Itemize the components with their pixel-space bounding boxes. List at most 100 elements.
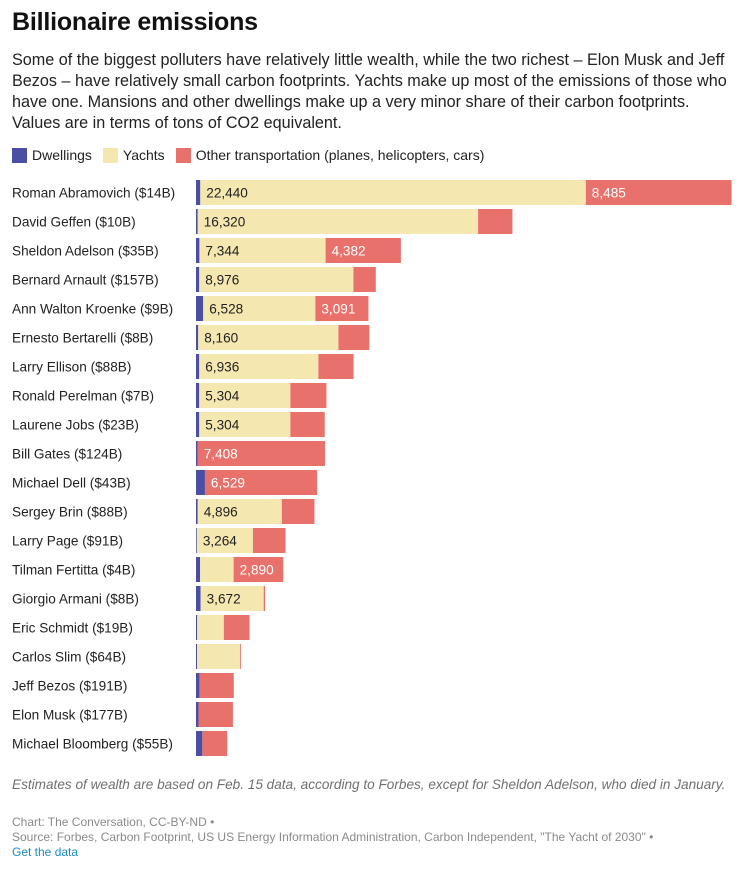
data-label-yachts-david-geffen: 16,320 bbox=[204, 215, 246, 230]
credits: Chart: The Conversation, CC-BY-ND • Sour… bbox=[12, 815, 740, 860]
bar-yachts-david-geffen bbox=[197, 209, 479, 234]
category-label-ernesto-bertarelli: Ernesto Bertarelli ($8B) bbox=[12, 331, 153, 346]
bar-other-ronald-perelman bbox=[290, 383, 327, 408]
bar-dwellings-michael-dell bbox=[196, 470, 205, 495]
data-label-yachts-sergey-brin: 4,896 bbox=[204, 505, 238, 520]
chart-subtitle: Some of the biggest polluters have relat… bbox=[12, 51, 727, 132]
bar-yachts-carlos-slim bbox=[197, 644, 240, 669]
bar-dwellings-bernard-arnault bbox=[196, 267, 200, 292]
bar-dwellings-giorgio-armani bbox=[196, 586, 201, 611]
bar-dwellings-ernesto-bertarelli bbox=[196, 325, 199, 350]
bar-dwellings-ann-walton-kroenke bbox=[196, 296, 204, 321]
bar-dwellings-michael-bloomberg bbox=[196, 731, 203, 756]
category-label-eric-schmidt: Eric Schmidt ($19B) bbox=[12, 621, 133, 636]
bar-other-bill-gates bbox=[197, 441, 325, 466]
data-label-yachts-laurene-jobs: 5,304 bbox=[205, 418, 239, 433]
category-label-laurene-jobs: Laurene Jobs ($23B) bbox=[12, 418, 139, 433]
bar-yachts-ann-walton-kroenke bbox=[203, 296, 316, 321]
source-line: Source: Forbes, Carbon Footprint, US US … bbox=[12, 830, 654, 844]
category-label-sergey-brin: Sergey Brin ($88B) bbox=[12, 505, 128, 520]
bar-other-larry-page bbox=[252, 528, 286, 553]
legend-swatch-other-transportation bbox=[175, 147, 191, 163]
bar-dwellings-jeff-bezos bbox=[196, 673, 200, 698]
bar-yachts-larry-page bbox=[196, 528, 253, 553]
legend-label-other-transportation: Other transportation (planes, helicopter… bbox=[195, 147, 485, 163]
category-label-ronald-perelman: Ronald Perelman ($7B) bbox=[12, 389, 154, 404]
bar-dwellings-bill-gates bbox=[196, 441, 198, 466]
legend-item-yachts: Yachts bbox=[102, 147, 165, 163]
bar-other-tilman-fertitta bbox=[233, 557, 284, 582]
bar-other-ernesto-bertarelli bbox=[338, 325, 370, 350]
bar-other-carlos-slim bbox=[239, 644, 241, 669]
data-label-other-bill-gates: 7,408 bbox=[204, 447, 238, 462]
bar-yachts-bernard-arnault bbox=[199, 267, 354, 292]
category-label-roman-abramovich: Roman Abramovich ($14B) bbox=[12, 186, 175, 201]
category-label-larry-page: Larry Page ($91B) bbox=[12, 534, 123, 549]
bar-dwellings-sheldon-adelson bbox=[196, 238, 200, 263]
data-label-yachts-larry-ellison: 6,936 bbox=[205, 360, 239, 375]
category-label-sheldon-adelson: Sheldon Adelson ($35B) bbox=[12, 244, 159, 259]
category-label-tilman-fertitta: Tilman Fertitta ($4B) bbox=[12, 563, 135, 578]
legend-item-dwellings: Dwellings bbox=[12, 147, 92, 163]
category-label-david-geffen: David Geffen ($10B) bbox=[12, 215, 136, 230]
bar-other-jeff-bezos bbox=[199, 673, 234, 698]
data-label-yachts-sheldon-adelson: 7,344 bbox=[205, 244, 239, 259]
bar-yachts-laurene-jobs bbox=[199, 412, 291, 437]
legend-label-yachts: Yachts bbox=[122, 147, 165, 163]
data-label-yachts-giorgio-armani: 3,672 bbox=[207, 592, 241, 607]
bar-other-ann-walton-kroenke bbox=[315, 296, 369, 321]
bar-other-sheldon-adelson bbox=[325, 238, 401, 263]
category-label-larry-ellison: Larry Ellison ($88B) bbox=[12, 360, 131, 375]
bar-other-roman-abramovich bbox=[585, 180, 732, 205]
chart-credit: Chart: The Conversation, CC-BY-ND • bbox=[12, 815, 215, 829]
category-label-bill-gates: Bill Gates ($124B) bbox=[12, 447, 122, 462]
bar-yachts-ernesto-bertarelli bbox=[198, 325, 339, 350]
data-label-other-sheldon-adelson: 4,382 bbox=[332, 244, 366, 259]
category-label-ann-walton-kroenke: Ann Walton Kroenke ($9B) bbox=[12, 302, 173, 317]
bar-yachts-giorgio-armani bbox=[200, 586, 264, 611]
footnote: Estimates of wealth are based on Feb. 15… bbox=[12, 777, 726, 792]
bar-other-sergey-brin bbox=[281, 499, 315, 524]
bar-dwellings-roman-abramovich bbox=[196, 180, 201, 205]
bar-dwellings-laurene-jobs bbox=[196, 412, 200, 437]
bar-yachts-roman-abramovich bbox=[200, 180, 586, 205]
legend: Dwellings Yachts Other transportation (p… bbox=[12, 146, 495, 164]
legend-label-dwellings: Dwellings bbox=[32, 147, 92, 163]
data-label-yachts-roman-abramovich: 22,440 bbox=[206, 186, 248, 201]
bar-dwellings-david-geffen bbox=[196, 209, 198, 234]
bar-dwellings-sergey-brin bbox=[196, 499, 198, 524]
legend-swatch-yachts bbox=[102, 147, 118, 163]
category-label-bernard-arnault: Bernard Arnault ($157B) bbox=[12, 273, 159, 288]
bar-dwellings-carlos-slim bbox=[196, 644, 198, 669]
category-label-carlos-slim: Carlos Slim ($64B) bbox=[12, 650, 126, 665]
bar-other-eric-schmidt bbox=[223, 615, 250, 640]
bar-yachts-tilman-fertitta bbox=[200, 557, 234, 582]
data-label-other-tilman-fertitta: 2,890 bbox=[240, 563, 274, 578]
bar-other-giorgio-armani bbox=[263, 586, 266, 611]
data-label-yachts-larry-page: 3,264 bbox=[203, 534, 237, 549]
bar-dwellings-elon-musk bbox=[196, 702, 199, 727]
bar-dwellings-larry-page bbox=[196, 528, 197, 553]
bar-other-michael-dell bbox=[204, 470, 318, 495]
category-label-michael-bloomberg: Michael Bloomberg ($55B) bbox=[12, 737, 173, 752]
bar-yachts-sheldon-adelson bbox=[199, 238, 326, 263]
stacked-bar-chart: Roman Abramovich ($14B) 22,440 8,485 David … bbox=[12, 180, 732, 756]
data-label-other-ann-walton-kroenke: 3,091 bbox=[321, 302, 355, 317]
legend-item-other-transportation: Other transportation (planes, helicopter… bbox=[175, 147, 485, 163]
bar-other-david-geffen bbox=[478, 209, 513, 234]
bar-yachts-ronald-perelman bbox=[199, 383, 291, 408]
bar-other-laurene-jobs bbox=[290, 412, 325, 437]
data-label-other-roman-abramovich: 8,485 bbox=[592, 186, 626, 201]
get-the-data-link[interactable]: Get the data bbox=[12, 845, 79, 859]
bar-dwellings-larry-ellison bbox=[196, 354, 200, 379]
bar-dwellings-ronald-perelman bbox=[196, 383, 200, 408]
bar-dwellings-tilman-fertitta bbox=[196, 557, 201, 582]
category-label-giorgio-armani: Giorgio Armani ($8B) bbox=[12, 592, 139, 607]
data-label-yachts-ann-walton-kroenke: 6,528 bbox=[209, 302, 243, 317]
bar-yachts-eric-schmidt bbox=[197, 615, 224, 640]
bar-yachts-larry-ellison bbox=[199, 354, 319, 379]
chart-title: Billionaire emissions bbox=[12, 8, 258, 36]
bar-other-michael-bloomberg bbox=[202, 731, 228, 756]
category-label-jeff-bezos: Jeff Bezos ($191B) bbox=[12, 679, 127, 694]
